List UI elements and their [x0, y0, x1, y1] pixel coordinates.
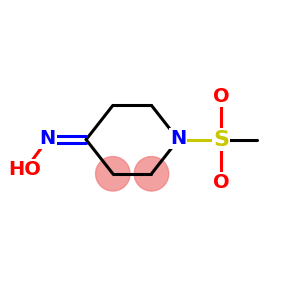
- Circle shape: [134, 157, 169, 191]
- Text: O: O: [213, 87, 230, 106]
- Text: N: N: [39, 129, 56, 148]
- Text: HO: HO: [9, 160, 42, 179]
- Text: O: O: [213, 173, 230, 192]
- Circle shape: [96, 157, 130, 191]
- Text: S: S: [213, 130, 229, 150]
- Text: N: N: [170, 129, 186, 148]
